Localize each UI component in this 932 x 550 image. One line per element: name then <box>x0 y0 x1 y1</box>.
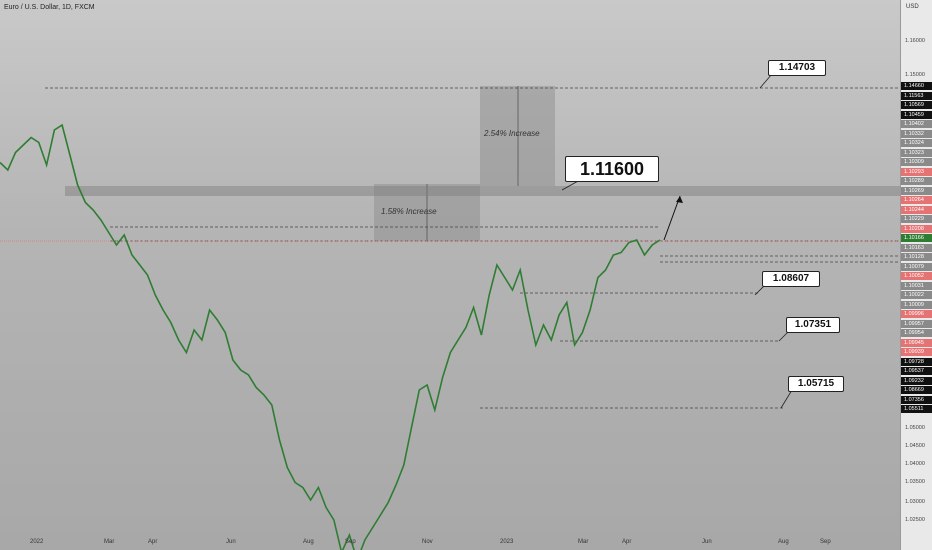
price-chip: 1.10208 <box>901 224 932 233</box>
price-line <box>0 123 661 550</box>
x-tick: 2022 <box>30 539 44 545</box>
price-chip: 1.10031 <box>901 281 932 290</box>
callout-1-07351[interactable]: 1.07351 <box>786 317 840 333</box>
price-chip: 1.10244 <box>901 205 932 214</box>
x-tick: 2023 <box>500 539 514 545</box>
price-chip: 1.10459 <box>901 110 932 119</box>
callout-1-14703[interactable]: 1.14703 <box>768 60 826 76</box>
price-chip: 1.08669 <box>901 386 932 394</box>
x-tick: Mar <box>578 539 589 545</box>
price-chip: 1.09728 <box>901 357 932 366</box>
projection-arrow <box>663 195 681 241</box>
x-tick: Apr <box>148 539 158 545</box>
x-tick: Aug <box>778 539 789 545</box>
price-chip: 1.10009 <box>901 300 932 309</box>
x-tick: Apr <box>622 539 632 545</box>
price-chip: 1.10293 <box>901 167 932 176</box>
price-chip: 1.10022 <box>901 291 932 299</box>
price-chip: 1.10163 <box>901 243 932 252</box>
price-chip: 1.10264 <box>901 196 932 204</box>
y-tick: 1.03500 <box>905 479 925 485</box>
increase-label-1: 1.58% Increase <box>381 207 437 216</box>
x-tick: Sep <box>820 539 831 545</box>
price-chip: 1.10229 <box>901 215 932 223</box>
callout-1-11600[interactable]: 1.11600 <box>565 156 659 182</box>
price-chip: 1.10052 <box>901 272 932 280</box>
x-tick: Aug <box>303 539 314 545</box>
price-chip: 1.09537 <box>901 367 932 375</box>
y-tick: 1.02500 <box>905 517 925 523</box>
y-tick: 1.16000 <box>905 38 925 44</box>
currency-label: USD <box>906 4 919 10</box>
price-chip: 1.10569 <box>901 101 932 109</box>
y-tick: 1.05000 <box>905 425 925 431</box>
callout-leader <box>759 73 773 89</box>
y-tick: 1.04500 <box>905 443 925 449</box>
y-tick: 1.03000 <box>905 499 925 505</box>
x-tick: Jun <box>226 539 236 545</box>
price-chip: 1.10324 <box>901 139 932 147</box>
price-chip: 1.09232 <box>901 376 932 385</box>
price-chip: 1.07356 <box>901 395 932 404</box>
increase-box-2 <box>480 86 555 186</box>
x-tick: Nov <box>422 539 433 545</box>
resistance-band <box>65 186 900 196</box>
price-chip: 1.05511 <box>901 405 932 413</box>
price-chip: 1.09939 <box>901 348 932 356</box>
price-chip: 1.09954 <box>901 329 932 337</box>
callout-1-08607[interactable]: 1.08607 <box>762 271 820 287</box>
price-chip: 1.14660 <box>901 82 932 90</box>
x-tick: Mar <box>104 539 115 545</box>
price-chip: 1.10309 <box>901 158 932 166</box>
increase-label-2: 2.54% Increase <box>484 129 540 138</box>
price-chip: 1.10289 <box>901 177 932 185</box>
price-chip: 1.10128 <box>901 253 932 261</box>
price-chip: 1.10079 <box>901 262 932 271</box>
y-tick: 1.04000 <box>905 461 925 467</box>
arrow-head <box>676 196 683 203</box>
price-chip: 1.10166 <box>901 234 932 242</box>
price-chip: 1.09957 <box>901 319 932 328</box>
price-chip: 1.11563 <box>901 91 932 100</box>
callout-leader <box>780 389 793 409</box>
price-chip: 1.10402 <box>901 120 932 128</box>
price-chip: 1.10323 <box>901 148 932 157</box>
price-chip: 1.10332 <box>901 129 932 138</box>
x-tick: Jun <box>702 539 712 545</box>
x-tick: Sep <box>345 539 356 545</box>
price-chip: 1.09996 <box>901 310 932 318</box>
price-chip: 1.09945 <box>901 338 932 347</box>
chart-title: Euro / U.S. Dollar, 1D, FXCM <box>4 4 95 11</box>
callout-1-05715[interactable]: 1.05715 <box>788 376 844 392</box>
y-tick: 1.15000 <box>905 72 925 78</box>
price-chip: 1.10269 <box>901 186 932 195</box>
